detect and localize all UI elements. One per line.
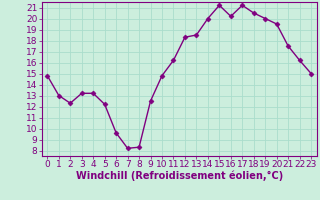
X-axis label: Windchill (Refroidissement éolien,°C): Windchill (Refroidissement éolien,°C) [76,171,283,181]
